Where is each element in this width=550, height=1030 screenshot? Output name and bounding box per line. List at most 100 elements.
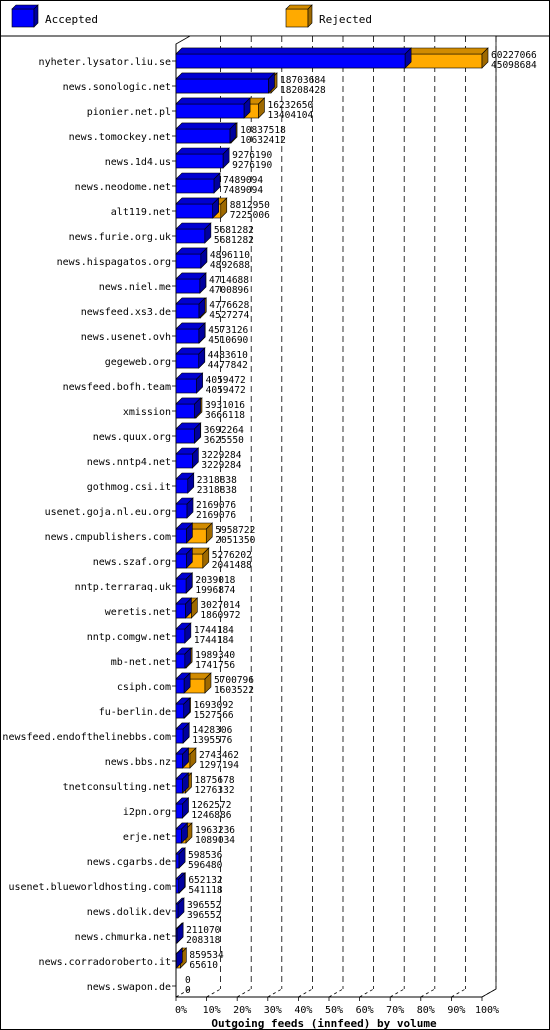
bar-accepted <box>175 72 276 94</box>
gridline-floor <box>175 988 191 998</box>
row-label: nyheter.lysator.liu.se <box>39 57 171 68</box>
bar-accepted <box>175 772 190 794</box>
bar-accepted <box>175 272 207 294</box>
value-accepted: 4892688 <box>210 260 250 271</box>
bar-accepted <box>175 522 194 544</box>
value-offered: 0 <box>185 975 191 986</box>
row-label: csiph.com <box>117 682 171 693</box>
value-accepted: 1246886 <box>191 810 231 821</box>
value-offered: 4896110 <box>210 250 250 261</box>
bar-accepted <box>175 822 189 844</box>
value-accepted: 13404104 <box>267 110 313 121</box>
value-offered: 211070 <box>186 925 221 936</box>
gridline-floor <box>298 988 313 998</box>
gridline-floor <box>420 988 435 998</box>
value-offered: 1693092 <box>194 700 234 711</box>
bar-accepted <box>175 472 195 494</box>
bar-accepted <box>175 372 204 394</box>
value-offered: 8812950 <box>230 200 270 211</box>
value-offered: 9276190 <box>232 150 272 161</box>
bar-accepted <box>175 572 193 594</box>
row-label: weretis.net <box>105 607 171 618</box>
gridline-floor <box>451 988 466 998</box>
bar-accepted <box>175 147 230 169</box>
row-label: tnetconsulting.net <box>63 782 171 793</box>
row-label: news.nntp4.net <box>87 457 171 468</box>
value-offered: 3692264 <box>204 425 244 436</box>
gridline-floor <box>206 988 221 998</box>
value-accepted: 2051350 <box>215 535 255 546</box>
x-tick-label: 70% <box>386 1005 404 1016</box>
value-offered: 5681282 <box>214 225 254 236</box>
value-offered: 598536 <box>188 850 223 861</box>
value-offered: 3229284 <box>201 450 241 461</box>
row-label: news.dolik.dev <box>87 907 171 918</box>
value-offered: 5276202 <box>212 550 252 561</box>
row-label: gegeweb.org <box>105 357 171 368</box>
row-label: usenet.goja.nl.eu.org <box>45 507 171 518</box>
bar-accepted <box>175 597 193 619</box>
value-offered: 1262572 <box>191 800 231 811</box>
value-accepted: 1297194 <box>199 760 239 771</box>
value-accepted: 1276332 <box>195 785 235 796</box>
bar-accepted <box>175 297 206 319</box>
row-label: news.quux.org <box>93 432 171 443</box>
bar-accepted <box>175 647 192 669</box>
x-tick-label: 30% <box>264 1005 282 1016</box>
row-label: gothmog.csi.it <box>87 482 171 493</box>
value-offered: 5958722 <box>215 525 255 536</box>
row-label: news.neodome.net <box>75 182 171 193</box>
value-offered: 2169076 <box>196 500 236 511</box>
value-offered: 4714688 <box>209 275 249 286</box>
x-tick-label: 100% <box>475 1005 499 1016</box>
value-offered: 3931016 <box>205 400 245 411</box>
bar-accepted <box>175 497 194 519</box>
gridline-floor <box>237 988 252 998</box>
value-offered: 652132 <box>188 875 222 886</box>
row-label: news.corradoroberto.it <box>39 957 171 968</box>
value-offered: 16232650 <box>267 100 313 111</box>
value-accepted: 4059472 <box>206 385 246 396</box>
value-offered: 4573126 <box>208 325 248 336</box>
value-accepted: 4510690 <box>208 335 248 346</box>
value-offered: 2743462 <box>199 750 239 761</box>
value-accepted: 2041488 <box>212 560 252 571</box>
value-offered: 18703684 <box>280 75 326 86</box>
bar-accepted <box>175 947 184 969</box>
row-label: news.1d4.us <box>105 157 171 168</box>
bar-accepted <box>175 197 220 219</box>
bar-accepted <box>175 247 208 269</box>
row-label: news.szaf.org <box>93 557 171 568</box>
x-tick-label: 0% <box>175 1005 187 1016</box>
x-tick-label: 10% <box>203 1005 221 1016</box>
bar-accepted <box>175 322 206 344</box>
row-label: news.swapon.de <box>87 982 171 993</box>
row-label: newsfeed.xs3.de <box>81 307 171 318</box>
row-label: news.cmpublishers.com <box>45 532 171 543</box>
row-label: news.cgarbs.de <box>87 857 171 868</box>
value-offered: 2039018 <box>195 575 235 586</box>
bar-accepted <box>175 397 202 419</box>
gridline-floor <box>328 988 344 998</box>
value-accepted: 1741756 <box>195 660 235 671</box>
gridline-floor <box>481 988 497 998</box>
value-accepted: 7489094 <box>223 185 263 196</box>
value-accepted: 9276190 <box>232 160 272 171</box>
value-offered: 859534 <box>189 950 224 961</box>
bar-accepted <box>175 747 190 769</box>
bar-accepted <box>175 222 212 244</box>
bar-accepted <box>175 897 185 919</box>
value-accepted: 396552 <box>187 910 221 921</box>
value-offered: 4776628 <box>209 300 249 311</box>
value-accepted: 0 <box>185 985 191 996</box>
row-label: news.sonologic.net <box>63 82 171 93</box>
bar-accepted <box>175 97 251 119</box>
x-tick-label: 20% <box>233 1005 251 1016</box>
x-tick-label: 40% <box>294 1005 312 1016</box>
bar-accepted <box>175 697 191 719</box>
value-accepted: 3229284 <box>201 460 241 471</box>
value-offered: 7489094 <box>223 175 263 186</box>
row-label: news.usenet.ovh <box>81 332 171 343</box>
bar-accepted <box>175 347 206 369</box>
